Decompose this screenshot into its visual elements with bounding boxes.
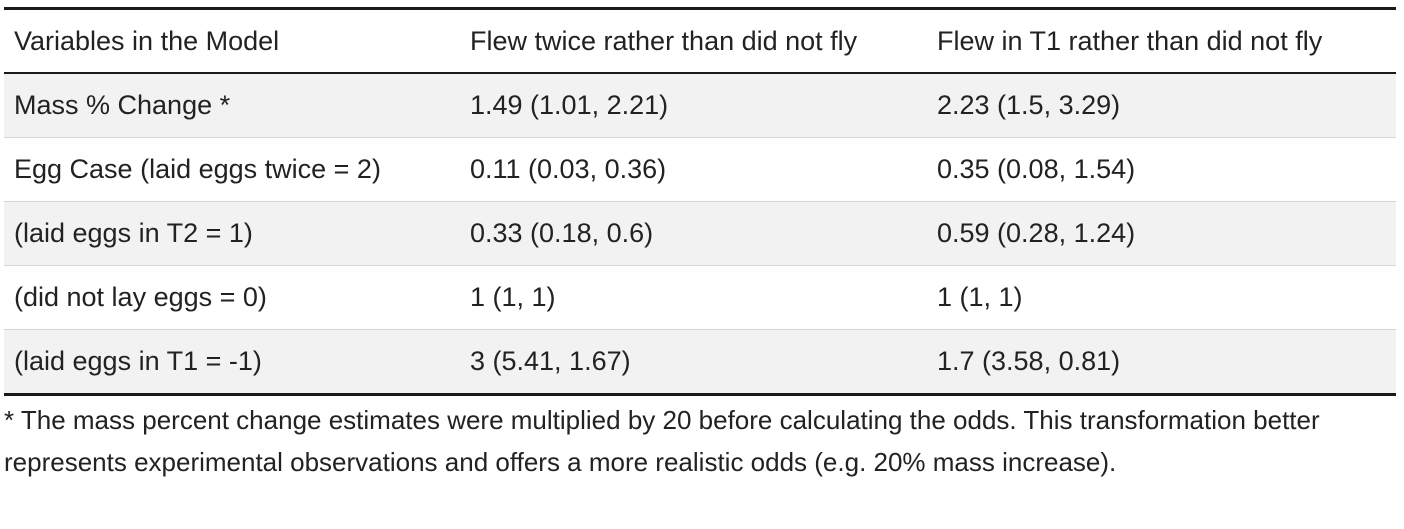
flew-t1-cell: 0.35 (0.08, 1.54)	[927, 137, 1396, 202]
odds-ratio-table: Variables in the Model Flew twice rather…	[4, 7, 1396, 396]
flew-t1-cell: 1 (1, 1)	[927, 265, 1396, 330]
table-row: (did not lay eggs = 0) 1 (1, 1) 1 (1, 1)	[4, 265, 1396, 330]
flew-t1-cell: 0.59 (0.28, 1.24)	[927, 201, 1396, 266]
variable-cell: Mass % Change *	[4, 73, 460, 138]
variable-cell: (did not lay eggs = 0)	[4, 265, 460, 330]
variable-cell: Egg Case (laid eggs twice = 2)	[4, 137, 460, 202]
table-row: (laid eggs in T1 = -1) 3 (5.41, 1.67) 1.…	[4, 329, 1396, 396]
table-row: Egg Case (laid eggs twice = 2) 0.11 (0.0…	[4, 137, 1396, 202]
header-flew-t1: Flew in T1 rather than did not fly	[927, 8, 1396, 74]
flew-twice-cell: 0.11 (0.03, 0.36)	[460, 137, 927, 202]
header-row: Variables in the Model Flew twice rather…	[4, 8, 1396, 74]
flew-t1-cell: 1.7 (3.58, 0.81)	[927, 329, 1396, 396]
table-body: Mass % Change * 1.49 (1.01, 2.21) 2.23 (…	[4, 73, 1396, 396]
results-table-container: Variables in the Model Flew twice rather…	[4, 7, 1400, 483]
table-row: (laid eggs in T2 = 1) 0.33 (0.18, 0.6) 0…	[4, 201, 1396, 266]
header-flew-twice: Flew twice rather than did not fly	[460, 8, 927, 74]
flew-twice-cell: 1 (1, 1)	[460, 265, 927, 330]
flew-twice-cell: 0.33 (0.18, 0.6)	[460, 201, 927, 266]
variable-cell: (laid eggs in T2 = 1)	[4, 201, 460, 266]
variable-cell: (laid eggs in T1 = -1)	[4, 329, 460, 396]
flew-twice-cell: 1.49 (1.01, 2.21)	[460, 73, 927, 138]
flew-t1-cell: 2.23 (1.5, 3.29)	[927, 73, 1396, 138]
table-header: Variables in the Model Flew twice rather…	[4, 8, 1396, 74]
table-footnote: * The mass percent change estimates were…	[4, 405, 1320, 477]
header-variables: Variables in the Model	[4, 8, 460, 74]
flew-twice-cell: 3 (5.41, 1.67)	[460, 329, 927, 396]
table-row: Mass % Change * 1.49 (1.01, 2.21) 2.23 (…	[4, 73, 1396, 138]
